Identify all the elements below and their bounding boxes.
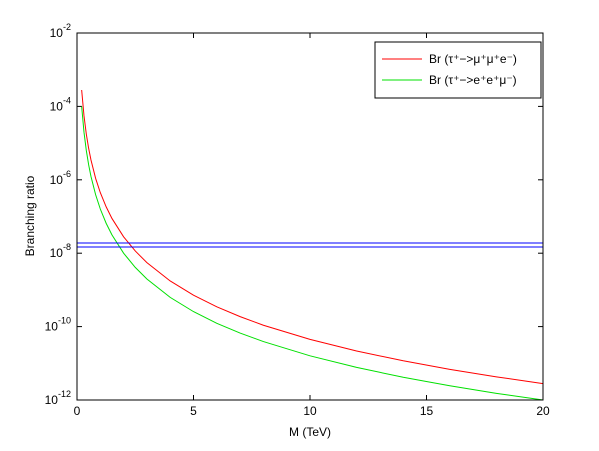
y-tick-base: 10 <box>50 246 64 260</box>
y-tick-base: 10 <box>50 26 64 40</box>
y-tick-label: 10-10 <box>45 316 71 334</box>
y-tick-exponent: -10 <box>58 316 71 326</box>
legend-box <box>374 41 542 99</box>
y-tick-label: 10-4 <box>50 95 71 113</box>
y-tick-label: 10-2 <box>50 22 71 40</box>
y-tick-base: 10 <box>45 320 59 334</box>
plot-frame <box>76 32 544 401</box>
y-tick-base: 10 <box>45 393 59 407</box>
x-tick-label: 15 <box>420 404 434 418</box>
y-tick-exponent: -4 <box>63 95 71 105</box>
x-tick-label: 10 <box>303 404 317 418</box>
y-tick-label: 10-6 <box>50 169 71 187</box>
y-tick-label: 10-12 <box>45 389 71 407</box>
series-line <box>81 89 544 385</box>
x-tick-label: 20 <box>536 404 550 418</box>
y-tick-label: 10-8 <box>50 242 71 260</box>
x-tick-label: 0 <box>74 404 81 418</box>
x-tick-label: 5 <box>190 404 197 418</box>
y-tick-exponent: -12 <box>58 389 71 399</box>
legend-label: Br (τ⁺−>e⁺e⁺μ⁻) <box>429 73 517 87</box>
y-tick-exponent: -2 <box>63 22 71 32</box>
x-axis-label: M (TeV) <box>289 425 331 439</box>
series-line <box>81 106 544 401</box>
y-tick-base: 10 <box>50 173 64 187</box>
y-tick-exponent: -8 <box>63 242 71 252</box>
y-tick-base: 10 <box>50 99 64 113</box>
y-tick-exponent: -6 <box>63 169 71 179</box>
legend-label: Br (τ⁺−>μ⁺μ⁺e⁻) <box>429 52 517 66</box>
y-axis-label: Branching ratio <box>23 175 37 256</box>
